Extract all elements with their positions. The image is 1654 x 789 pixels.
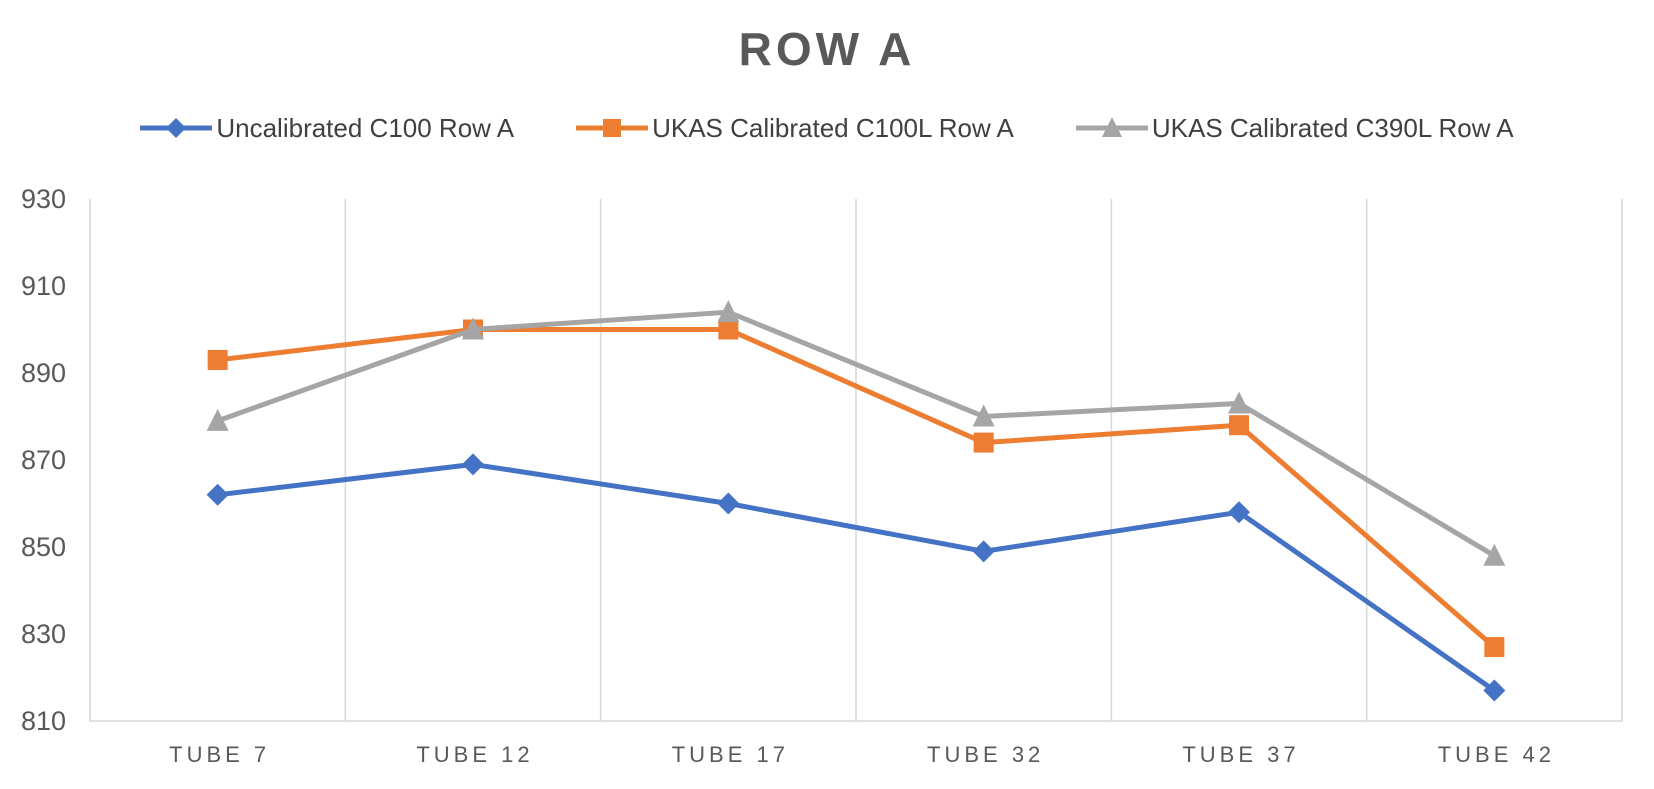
square-marker-icon xyxy=(207,349,228,370)
chart-title: ROW A xyxy=(738,23,916,75)
triangle-marker-icon xyxy=(1228,391,1250,414)
legend-item-3: UKAS Calibrated C390L Row A xyxy=(1075,112,1514,144)
y-axis-tick-label: 830 xyxy=(21,619,66,649)
square-marker-icon xyxy=(1229,415,1249,436)
diamond-marker-icon xyxy=(166,118,187,138)
series-3 xyxy=(206,300,1506,566)
x-axis-tick-label: TUBE 12 xyxy=(416,742,533,767)
legend-item-2: UKAS Calibrated C100L Row A xyxy=(576,113,1014,144)
diamond-marker-icon xyxy=(206,483,229,506)
diamond-marker-icon xyxy=(1228,501,1250,524)
square-marker-icon xyxy=(973,432,994,453)
triangle-legend-swatch-icon xyxy=(1075,117,1148,137)
square-marker-icon xyxy=(1484,637,1505,658)
legend-item-1: Uncalibrated C100 Row A xyxy=(140,113,514,144)
x-axis-tick-label: TUBE 7 xyxy=(169,742,270,767)
y-axis-tick-label: 890 xyxy=(21,358,66,388)
y-axis-tick-label: 850 xyxy=(21,532,66,562)
chart-legend: Uncalibrated C100 Row A UKAS Calibrated C… xyxy=(0,105,1654,151)
x-axis-tick-label: TUBE 42 xyxy=(1438,742,1555,767)
x-axis-tick-label: TUBE 32 xyxy=(927,742,1044,767)
diamond-marker-icon xyxy=(717,492,740,515)
y-axis-tick-label: 870 xyxy=(21,445,66,475)
diamond-legend-swatch-icon xyxy=(140,118,213,138)
diamond-marker-icon xyxy=(462,453,484,476)
triangle-marker-icon xyxy=(1101,117,1122,137)
series-line xyxy=(216,309,1496,558)
diamond-marker-icon xyxy=(1483,679,1506,702)
series-line xyxy=(217,461,1496,693)
triangle-marker-icon xyxy=(717,300,740,323)
x-axis-tick-label: TUBE 17 xyxy=(672,742,789,767)
square-marker-icon xyxy=(718,319,739,340)
square-marker-icon xyxy=(603,119,622,137)
legend-label: UKAS Calibrated C390L Row A xyxy=(1151,112,1514,143)
triangle-marker-icon xyxy=(462,317,484,340)
triangle-marker-icon xyxy=(1483,543,1506,566)
legend-label: Uncalibrated C100 Row A xyxy=(216,112,515,143)
diamond-marker-icon xyxy=(972,540,995,563)
y-axis-tick-label: 810 xyxy=(21,706,66,736)
square-legend-swatch-icon xyxy=(576,119,649,137)
series-1 xyxy=(206,453,1506,702)
y-axis-tick-label: 930 xyxy=(21,184,66,214)
triangle-marker-icon xyxy=(972,404,995,427)
x-axis-tick-label: TUBE 37 xyxy=(1182,742,1299,767)
triangle-marker-icon xyxy=(206,408,229,431)
series-line xyxy=(217,327,1496,649)
y-axis-tick-label: 910 xyxy=(21,271,66,301)
legend-label: UKAS Calibrated C100L Row A xyxy=(652,112,1014,143)
